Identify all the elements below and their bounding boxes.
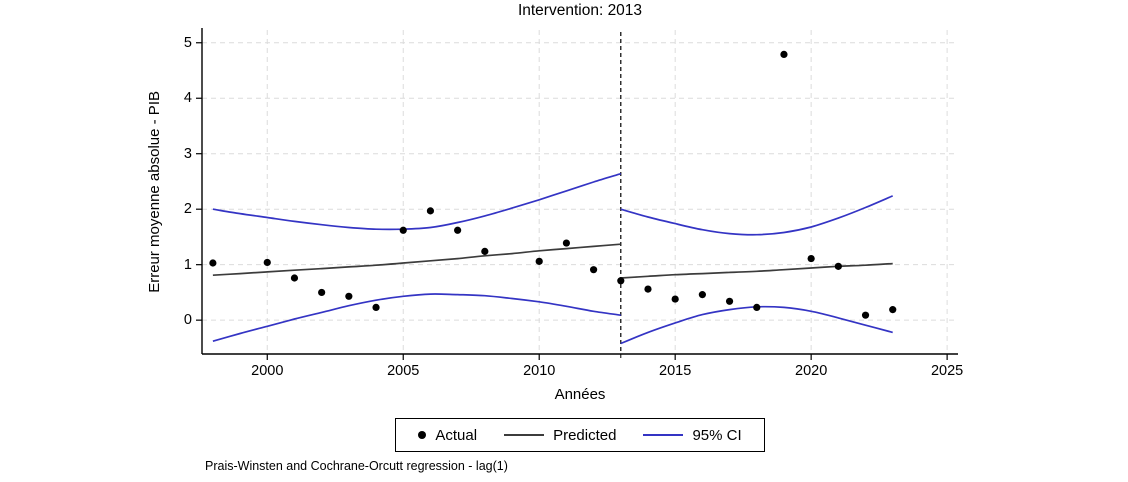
actual-data-point (807, 254, 815, 263)
actual-data-point (753, 303, 761, 311)
actual-data-point (263, 258, 271, 267)
legend-label-actual: Actual (435, 426, 478, 444)
actual-data-point (617, 277, 625, 285)
actual-data-point (671, 295, 679, 303)
predicted-line-icon (504, 434, 545, 436)
ci-line-icon (643, 434, 684, 436)
actual-data-point (290, 274, 299, 282)
actual-data-point (535, 257, 543, 265)
actual-data-point (454, 226, 462, 234)
y-tick-label: 3 (183, 145, 192, 162)
actual-data-point (426, 207, 435, 215)
legend-item-predicted: Predicted (504, 427, 616, 444)
y-tick-label: 0 (183, 312, 192, 329)
actual-data-point (780, 50, 788, 59)
y-axis-label-wrap: Erreur moyenne absolue - PIB (146, 30, 163, 354)
y-tick-label: 2 (183, 201, 192, 218)
x-tick-label: 2010 (523, 363, 556, 379)
actual-data-point (345, 292, 353, 300)
actual-data-point (644, 285, 652, 293)
actual-marker-icon (418, 431, 427, 439)
y-tick-label: 4 (183, 90, 192, 107)
actual-data-point (889, 306, 897, 314)
actual-data-point (399, 226, 407, 234)
actual-data-point (209, 259, 217, 267)
actual-data-point (562, 239, 571, 247)
y-tick-label: 1 (183, 256, 192, 273)
x-tick-label: 2020 (795, 363, 828, 379)
x-tick-label: 2025 (930, 363, 964, 379)
chart-title: Intervention: 2013 (517, 2, 643, 19)
actual-data-point (861, 311, 870, 319)
legend: Actual Predicted 95% CI (395, 418, 765, 452)
actual-data-point (698, 291, 706, 299)
ci-upper-pre (212, 172, 622, 231)
x-tick-label: 2000 (251, 363, 284, 379)
ci-lower-pre (212, 293, 621, 343)
actual-data-point (318, 288, 326, 297)
x-axis-label: Années (554, 386, 606, 403)
predicted-line-post (620, 262, 893, 279)
legend-item-actual: Actual (418, 427, 477, 444)
x-tick-label: 2005 (387, 363, 420, 379)
footnote: Prais-Winsten and Cochrane-Orcutt regres… (205, 459, 508, 473)
legend-label-predicted: Predicted (553, 426, 617, 444)
actual-data-point (834, 262, 842, 270)
ci-upper-post (620, 195, 894, 236)
ci-lower-post (620, 305, 893, 345)
legend-label-ci: 95% CI (692, 426, 742, 444)
actual-data-point (589, 266, 598, 274)
legend-item-ci: 95% CI (643, 426, 742, 444)
actual-data-point (481, 247, 489, 255)
actual-data-point (725, 297, 734, 305)
predicted-line-pre (212, 243, 621, 277)
actual-data-point (372, 303, 380, 311)
x-tick-label: 2015 (659, 363, 692, 379)
y-tick-label: 5 (183, 34, 192, 51)
